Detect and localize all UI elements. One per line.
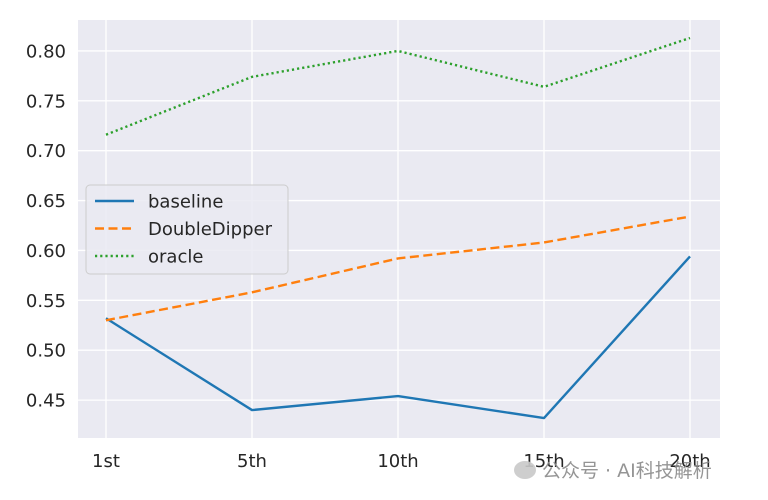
legend: baseline DoubleDipper oracle [85, 184, 289, 275]
x-tick-label: 1st [92, 451, 120, 472]
x-tick-label: 10th [377, 451, 418, 472]
series-line-oracle [105, 36, 691, 136]
wechat-icon [514, 461, 536, 479]
legend-box [85, 184, 289, 275]
series-lines [105, 36, 691, 420]
watermark: 公众号 · AI科技解析 [514, 456, 712, 483]
y-axis-tick-labels: 0.45 0.50 0.55 0.60 0.65 0.70 0.75 0.80 [26, 41, 66, 411]
y-tick-label: 0.75 [26, 91, 66, 112]
y-tick-label: 0.80 [26, 41, 66, 62]
y-tick-label: 0.45 [26, 391, 66, 412]
watermark-text: 公众号 · AI科技解析 [542, 460, 712, 482]
x-tick-label: 5th [237, 451, 267, 472]
legend-label-oracle: oracle [148, 247, 203, 268]
y-tick-label: 0.50 [26, 341, 66, 362]
y-tick-label: 0.65 [26, 191, 66, 212]
y-tick-label: 0.55 [26, 291, 66, 312]
y-tick-label: 0.60 [26, 241, 66, 262]
y-tick-label: 0.70 [26, 141, 66, 162]
legend-label-doubledipper: DoubleDipper [148, 219, 273, 240]
legend-label-baseline: baseline [148, 192, 223, 213]
x-tick-label: 20th [669, 451, 710, 472]
